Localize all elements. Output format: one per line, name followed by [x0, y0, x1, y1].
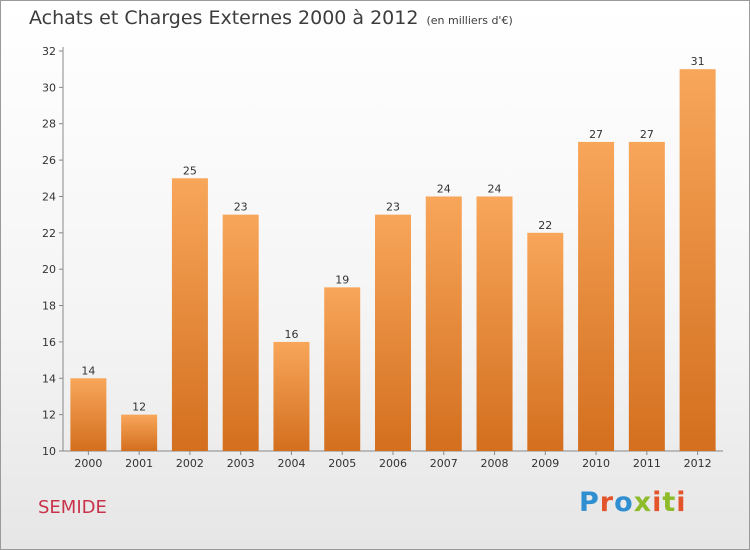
data-label: 22 [538, 219, 552, 232]
data-label: 19 [335, 273, 349, 286]
bar [375, 214, 411, 451]
bar [121, 414, 158, 451]
proxiti-logo[interactable]: Proxiti [579, 487, 687, 518]
y-tick-label: 14 [42, 372, 56, 385]
y-tick-label: 10 [42, 445, 56, 458]
data-label: 27 [640, 128, 654, 141]
data-label: 23 [386, 201, 400, 214]
data-label: 12 [132, 401, 146, 414]
bar [70, 378, 107, 451]
data-label: 27 [589, 128, 603, 141]
chart-title-text: Achats et Charges Externes 2000 à 2012 [29, 7, 419, 29]
x-tick-label: 2008 [481, 457, 509, 470]
x-tick-label: 2007 [430, 457, 458, 470]
bar [679, 69, 716, 451]
bar [578, 141, 615, 451]
data-label: 14 [81, 364, 95, 377]
bars [70, 69, 716, 452]
x-tick-label: 2012 [684, 457, 712, 470]
data-label: 16 [284, 328, 298, 341]
bar [171, 178, 208, 452]
data-label: 23 [234, 201, 248, 214]
y-tick-label: 22 [42, 227, 56, 240]
x-tick-label: 2010 [582, 457, 610, 470]
bar [425, 196, 462, 451]
y-tick-label: 26 [42, 154, 56, 167]
chart-title: Achats et Charges Externes 2000 à 2012 (e… [29, 7, 513, 29]
y-tick-label: 32 [42, 45, 56, 58]
x-tick-label: 2004 [277, 457, 305, 470]
bar [476, 196, 513, 451]
y-tick-label: 24 [42, 190, 56, 203]
x-tick-label: 2006 [379, 457, 407, 470]
commune-name: SEMIDE [38, 497, 107, 518]
logo-letter: i [652, 487, 663, 518]
bar [273, 341, 310, 451]
bar [628, 141, 665, 451]
chart-unit: (en milliers d'€) [426, 14, 513, 27]
y-tick-label: 16 [42, 336, 56, 349]
y-tick-label: 18 [42, 300, 56, 313]
logo-letter: i [676, 487, 687, 518]
x-tick-label: 2003 [227, 457, 255, 470]
logo-letter: o [614, 487, 634, 518]
data-label: 31 [691, 55, 705, 68]
y-tick-label: 12 [42, 409, 56, 422]
y-tick-label: 30 [42, 81, 56, 94]
bar [324, 287, 361, 451]
bar [222, 214, 259, 451]
data-label: 24 [488, 182, 502, 195]
logo-letter: r [599, 487, 615, 518]
logo-letter: t [662, 487, 677, 518]
x-tick-label: 2002 [176, 457, 204, 470]
y-tick-label: 20 [42, 263, 56, 276]
bar [527, 232, 564, 451]
x-tick-label: 2005 [328, 457, 356, 470]
labels: 2000 14 2001 12 2002 25 2003 23 2004 16 2005 19 2006… [74, 55, 711, 470]
x-tick-label: 2009 [531, 457, 559, 470]
y-tick-label: 28 [42, 118, 56, 131]
x-tick-label: 2001 [125, 457, 153, 470]
logo-letter: x [633, 487, 653, 518]
data-label: 25 [183, 164, 197, 177]
data-label: 24 [437, 182, 451, 195]
x-tick-label: 2000 [74, 457, 102, 470]
x-tick-label: 2011 [633, 457, 661, 470]
logo-letter: P [579, 487, 600, 518]
